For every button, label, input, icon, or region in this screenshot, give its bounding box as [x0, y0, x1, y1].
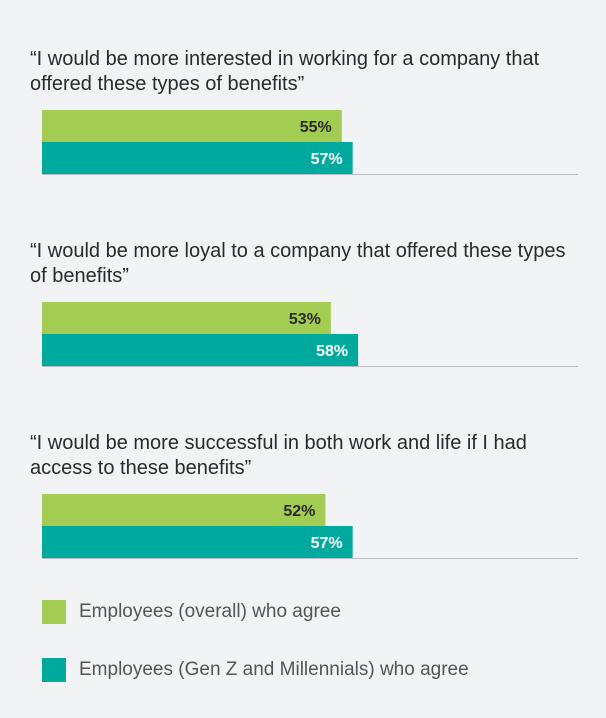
question-3-title: “I would be more successful in both work… [30, 432, 527, 479]
value-label-overall-q2: 53% [289, 311, 321, 328]
value-label-overall-q3: 52% [283, 503, 315, 520]
bar-overall-q2 [42, 302, 331, 334]
value-label-genz-q1: 57% [311, 151, 343, 168]
question-1-title: “I would be more interested in working f… [30, 48, 540, 95]
legend-item-overall: Employees (overall) who agree [42, 598, 341, 626]
bar-genz-q2 [42, 334, 359, 366]
legend-swatch-genz-millennials [42, 658, 66, 682]
bar-overall-q1 [42, 110, 342, 142]
legend-label-overall: Employees (overall) who agree [79, 601, 341, 622]
question-2-title: “I would be more loyal to a company that… [30, 240, 566, 287]
legend-item-genz-millennials: Employees (Gen Z and Millennials) who ag… [42, 656, 469, 684]
bar-genz-q3 [42, 526, 353, 558]
value-label-genz-q3: 57% [311, 535, 343, 552]
legend-swatch-overall [42, 600, 66, 624]
legend-label-genz-millennials: Employees (Gen Z and Millennials) who ag… [79, 659, 469, 680]
bar-overall-q3 [42, 494, 326, 526]
value-label-overall-q1: 55% [300, 119, 332, 136]
value-label-genz-q2: 58% [316, 343, 348, 360]
bar-genz-q1 [42, 142, 353, 174]
